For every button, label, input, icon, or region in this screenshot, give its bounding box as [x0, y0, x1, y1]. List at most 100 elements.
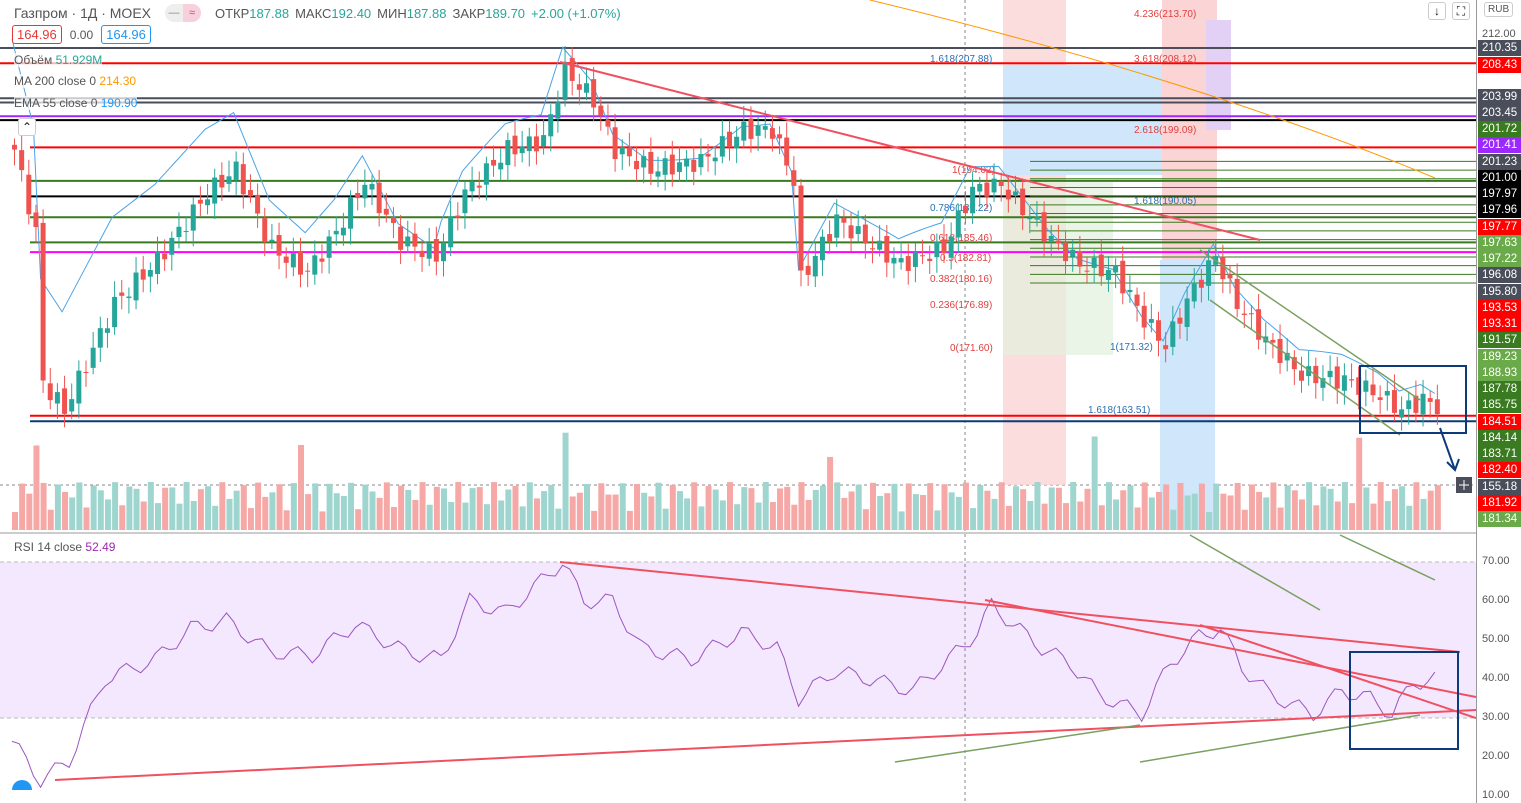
candle-body [97, 328, 103, 348]
candle-body [970, 186, 976, 214]
volume-bar [755, 502, 762, 530]
candle-body [376, 182, 382, 214]
candle-body [469, 181, 475, 192]
volume-bar [877, 495, 884, 530]
volume-bar [991, 498, 998, 530]
candle-body [283, 256, 289, 263]
sell-button[interactable]: 164.96 [12, 25, 62, 44]
candle-body [1013, 191, 1018, 196]
candle-body [255, 194, 261, 214]
price-label: 181.92 [1478, 494, 1521, 511]
volume-bar [762, 482, 769, 530]
volume-bar [1184, 495, 1191, 530]
candle-body [1098, 254, 1104, 277]
volume-bar [1013, 486, 1019, 530]
candle-body [605, 119, 611, 127]
candle-body [1399, 409, 1405, 418]
volume-bar [777, 488, 784, 530]
volume-bar [784, 486, 791, 530]
volume-bar [605, 494, 612, 530]
candle-body [870, 248, 875, 250]
volume-bar [1377, 482, 1384, 530]
candle-body [426, 243, 432, 259]
volume-bar [1127, 485, 1134, 530]
volume-bar [819, 485, 826, 530]
volume-bar [1034, 482, 1041, 530]
chart-canvas[interactable]: 1.618(207.88) 4.236(213.70) 3.618(208.12) 2… [0, 0, 1476, 803]
fullscreen-button[interactable]: ⛶ [1452, 2, 1470, 20]
rsi-band [0, 562, 1476, 718]
candle-body [240, 164, 246, 195]
candle-body [769, 128, 775, 139]
highlight-box [1349, 651, 1459, 750]
candle-body [1091, 257, 1097, 268]
candle-body [505, 140, 511, 166]
volume-bar [62, 491, 69, 530]
currency-label[interactable]: RUB [1484, 2, 1514, 17]
volume-bar [519, 506, 526, 530]
candle-body [1306, 366, 1312, 377]
volume-bar [219, 482, 226, 530]
price-axis[interactable] [1476, 0, 1521, 803]
buy-button[interactable]: 164.96 [101, 25, 151, 44]
candle-body [1270, 339, 1276, 343]
collapse-legend-button[interactable]: ⌃ [18, 118, 36, 136]
fib-label: 1.618(190.05) [1134, 196, 1196, 207]
legend-toggle[interactable]: — ≈ [165, 4, 201, 22]
volume-bar [40, 482, 47, 530]
volume-bar [1177, 482, 1184, 530]
candle-body [226, 176, 232, 184]
minus-icon[interactable]: — [168, 7, 180, 19]
volume-bar [727, 482, 733, 530]
volume-bar [669, 484, 676, 530]
candle-body [76, 370, 82, 404]
volume-bar [255, 482, 262, 530]
volume-bar [619, 483, 626, 530]
candle-body [1327, 370, 1333, 378]
candle-body [1191, 283, 1197, 302]
candle-body [183, 231, 189, 233]
volume-bar [548, 484, 555, 530]
candle-body [962, 205, 968, 214]
candle-body [383, 208, 389, 215]
candle-body [276, 235, 282, 256]
volume-bar [705, 485, 712, 530]
volume-bar [119, 505, 126, 530]
candle-body [712, 157, 718, 162]
candle-body [133, 272, 139, 301]
price-label: 193.53 [1478, 299, 1521, 316]
candle-body [1055, 240, 1061, 244]
candle-body [112, 296, 118, 328]
volume-bar [326, 483, 333, 530]
candle-body [1184, 298, 1190, 327]
candle-body [433, 239, 439, 262]
symbol-title[interactable]: Газпром · 1Д · MOEX [14, 5, 151, 21]
volume-bar [276, 484, 283, 530]
candle-body [476, 185, 482, 188]
compare-icon[interactable]: ≈ [183, 4, 201, 22]
candle-body [998, 181, 1004, 187]
candle-body [512, 135, 518, 155]
candle-body [1163, 345, 1169, 350]
volume-bar [155, 503, 161, 530]
price-label: 187.78 [1478, 381, 1521, 397]
volume-bar [162, 487, 169, 530]
fib-label: 2.618(199.09) [1134, 125, 1196, 136]
rsi-tick: 10.00 [1482, 789, 1510, 801]
candle-body [333, 230, 339, 235]
volume-bar [104, 499, 111, 530]
scroll-down-button[interactable]: ↓ [1428, 2, 1446, 20]
fib-label: 1(194.02) [952, 165, 995, 176]
volume-bar [555, 508, 562, 530]
volume-bar [1098, 505, 1105, 530]
volume-bar [1227, 495, 1234, 530]
candle-body [562, 61, 568, 100]
candle-body [591, 79, 597, 108]
volume-bar [1234, 482, 1241, 530]
candle-body [884, 236, 890, 263]
volume-bar [433, 486, 440, 530]
volume-bar [112, 482, 119, 530]
volume-bar [934, 510, 941, 530]
volume-bar [591, 510, 598, 530]
candle-body [190, 204, 196, 231]
